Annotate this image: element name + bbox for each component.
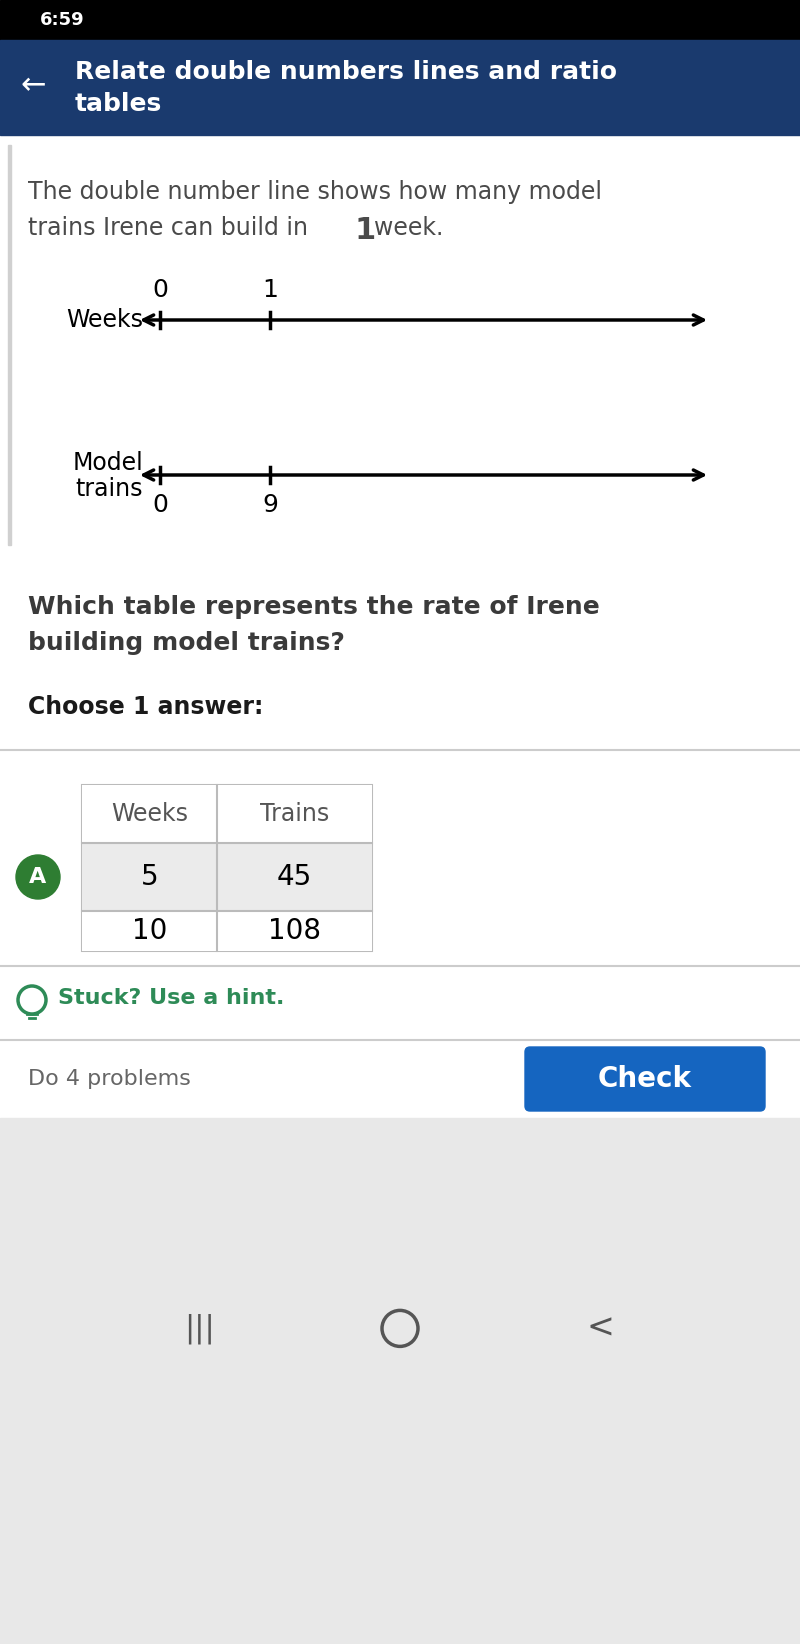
Text: 9: 9 (262, 493, 278, 516)
Text: |||: ||| (185, 1314, 215, 1343)
Bar (82, 784, 372, 950)
Text: Model: Model (72, 450, 143, 475)
Bar (8, 145, 11, 546)
FancyBboxPatch shape (525, 1047, 765, 1111)
Text: Which table represents the rate of Irene: Which table represents the rate of Irene (28, 595, 600, 620)
Text: 5: 5 (141, 863, 158, 891)
Text: Choose 1 answer:: Choose 1 answer: (28, 695, 263, 718)
Text: 108: 108 (268, 917, 321, 945)
Text: 1: 1 (262, 278, 278, 302)
Text: Weeks: Weeks (111, 802, 188, 825)
Text: 0: 0 (152, 493, 168, 516)
Text: A: A (30, 866, 46, 888)
Text: 1: 1 (355, 215, 376, 245)
Text: Check: Check (598, 1065, 692, 1093)
Text: The double number line shows how many model: The double number line shows how many mo… (28, 179, 602, 204)
Text: trains Irene can build in: trains Irene can build in (28, 215, 308, 240)
Text: Do 4 problems: Do 4 problems (28, 1069, 191, 1088)
Text: Relate double numbers lines and ratio: Relate double numbers lines and ratio (75, 59, 617, 84)
Bar (82, 843, 372, 911)
Text: Trains: Trains (260, 802, 329, 825)
Text: <: < (586, 1312, 614, 1345)
Bar (82, 784, 372, 843)
Circle shape (18, 986, 46, 1014)
Bar (82, 911, 372, 950)
Text: 10: 10 (132, 917, 167, 945)
Text: 6:59: 6:59 (40, 12, 85, 30)
Text: tables: tables (75, 92, 162, 117)
Text: week.: week. (374, 215, 443, 240)
Text: 45: 45 (277, 863, 312, 891)
Text: 0: 0 (152, 278, 168, 302)
Text: building model trains?: building model trains? (28, 631, 345, 654)
Bar (0, 39, 800, 135)
Bar (0, 0, 800, 39)
Text: trains: trains (75, 477, 143, 501)
Bar (0, 1118, 800, 1644)
Circle shape (16, 855, 60, 899)
Text: Weeks: Weeks (66, 307, 143, 332)
Bar (0, 1041, 800, 1118)
Text: Stuck? Use a hint.: Stuck? Use a hint. (58, 988, 284, 1008)
Text: ←: ← (20, 71, 46, 100)
